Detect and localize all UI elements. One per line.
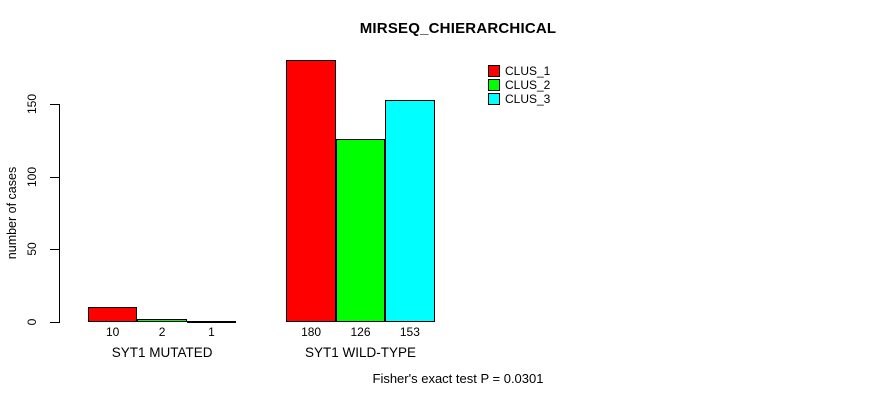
legend-item-clus-2: CLUS_2 — [488, 78, 550, 91]
bar-value-label-clus-1-syt1-wild-type: 180 — [301, 325, 322, 339]
y-axis-label: number of cases — [5, 166, 19, 260]
bar-clus-2-syt1-wild-type — [335, 138, 386, 322]
legend-label-clus-2: CLUS_2 — [505, 77, 551, 92]
bar-clus-3-syt1-wild-type — [385, 99, 435, 322]
y-axis-tick — [50, 322, 59, 323]
y-axis-tick — [50, 176, 59, 178]
x-group-label-syt1-mutated: SYT1 MUTATED — [111, 345, 213, 360]
bar-value-label-clus-3-syt1-mutated: 1 — [208, 325, 215, 339]
bar-value-label-clus-2-syt1-wild-type: 126 — [350, 325, 371, 339]
legend-swatch-clus-1 — [488, 64, 500, 77]
y-axis-tick — [50, 104, 59, 105]
x-group-label-syt1-wild-type: SYT1 WILD-TYPE — [304, 345, 417, 360]
bar-value-label-clus-1-syt1-mutated: 10 — [106, 325, 120, 339]
y-tick-label: 0 — [25, 318, 39, 326]
legend: CLUS_1 CLUS_2 CLUS_3 — [488, 64, 608, 107]
legend-item-clus-1: CLUS_1 — [488, 64, 550, 77]
y-axis-line — [59, 104, 60, 323]
bar-clus-3-syt1-mutated — [186, 320, 237, 323]
annotation-text: Fisher's exact test P = 0.0301 — [372, 371, 544, 386]
y-tick-label: 150 — [25, 93, 39, 115]
legend-swatch-clus-2 — [488, 78, 500, 91]
y-axis-tick — [50, 249, 59, 251]
legend-label-clus-1: CLUS_1 — [505, 63, 551, 78]
chart-title: MIRSEQ_CHIERARCHICAL — [359, 20, 557, 37]
y-tick-label: 50 — [25, 242, 39, 257]
bar-value-label-clus-3-syt1-wild-type: 153 — [399, 325, 420, 339]
legend-label-clus-3: CLUS_3 — [505, 91, 551, 106]
bar-clus-1-syt1-wild-type — [286, 60, 336, 322]
legend-swatch-clus-3 — [488, 92, 500, 105]
y-tick-label: 100 — [25, 166, 39, 187]
bar-clus-2-syt1-mutated — [137, 319, 187, 322]
legend-item-clus-3: CLUS_3 — [488, 92, 550, 105]
bar-value-label-clus-2-syt1-mutated: 2 — [158, 325, 166, 339]
bar-clus-1-syt1-mutated — [88, 307, 138, 322]
